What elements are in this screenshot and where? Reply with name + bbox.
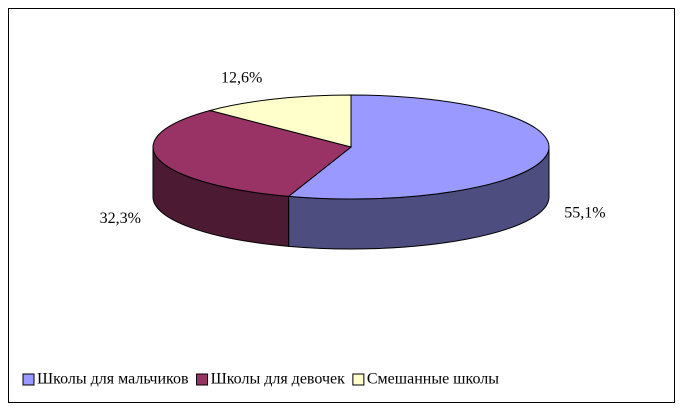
data-label: 32,3%: [100, 210, 141, 227]
slice: [152, 109, 353, 197]
legend-swatch: [196, 373, 209, 386]
slice: [208, 94, 352, 148]
data-label: 55,1%: [564, 204, 605, 221]
data-label: 12,6%: [221, 69, 262, 86]
legend-swatch: [352, 373, 365, 386]
legend-label: Смешанные школы: [367, 371, 499, 388]
slice: [287, 94, 550, 200]
legend-label: Школы для девочек: [211, 371, 346, 388]
legend-label: Школы для мальчиков: [37, 371, 189, 388]
legend-swatch: [22, 373, 35, 386]
